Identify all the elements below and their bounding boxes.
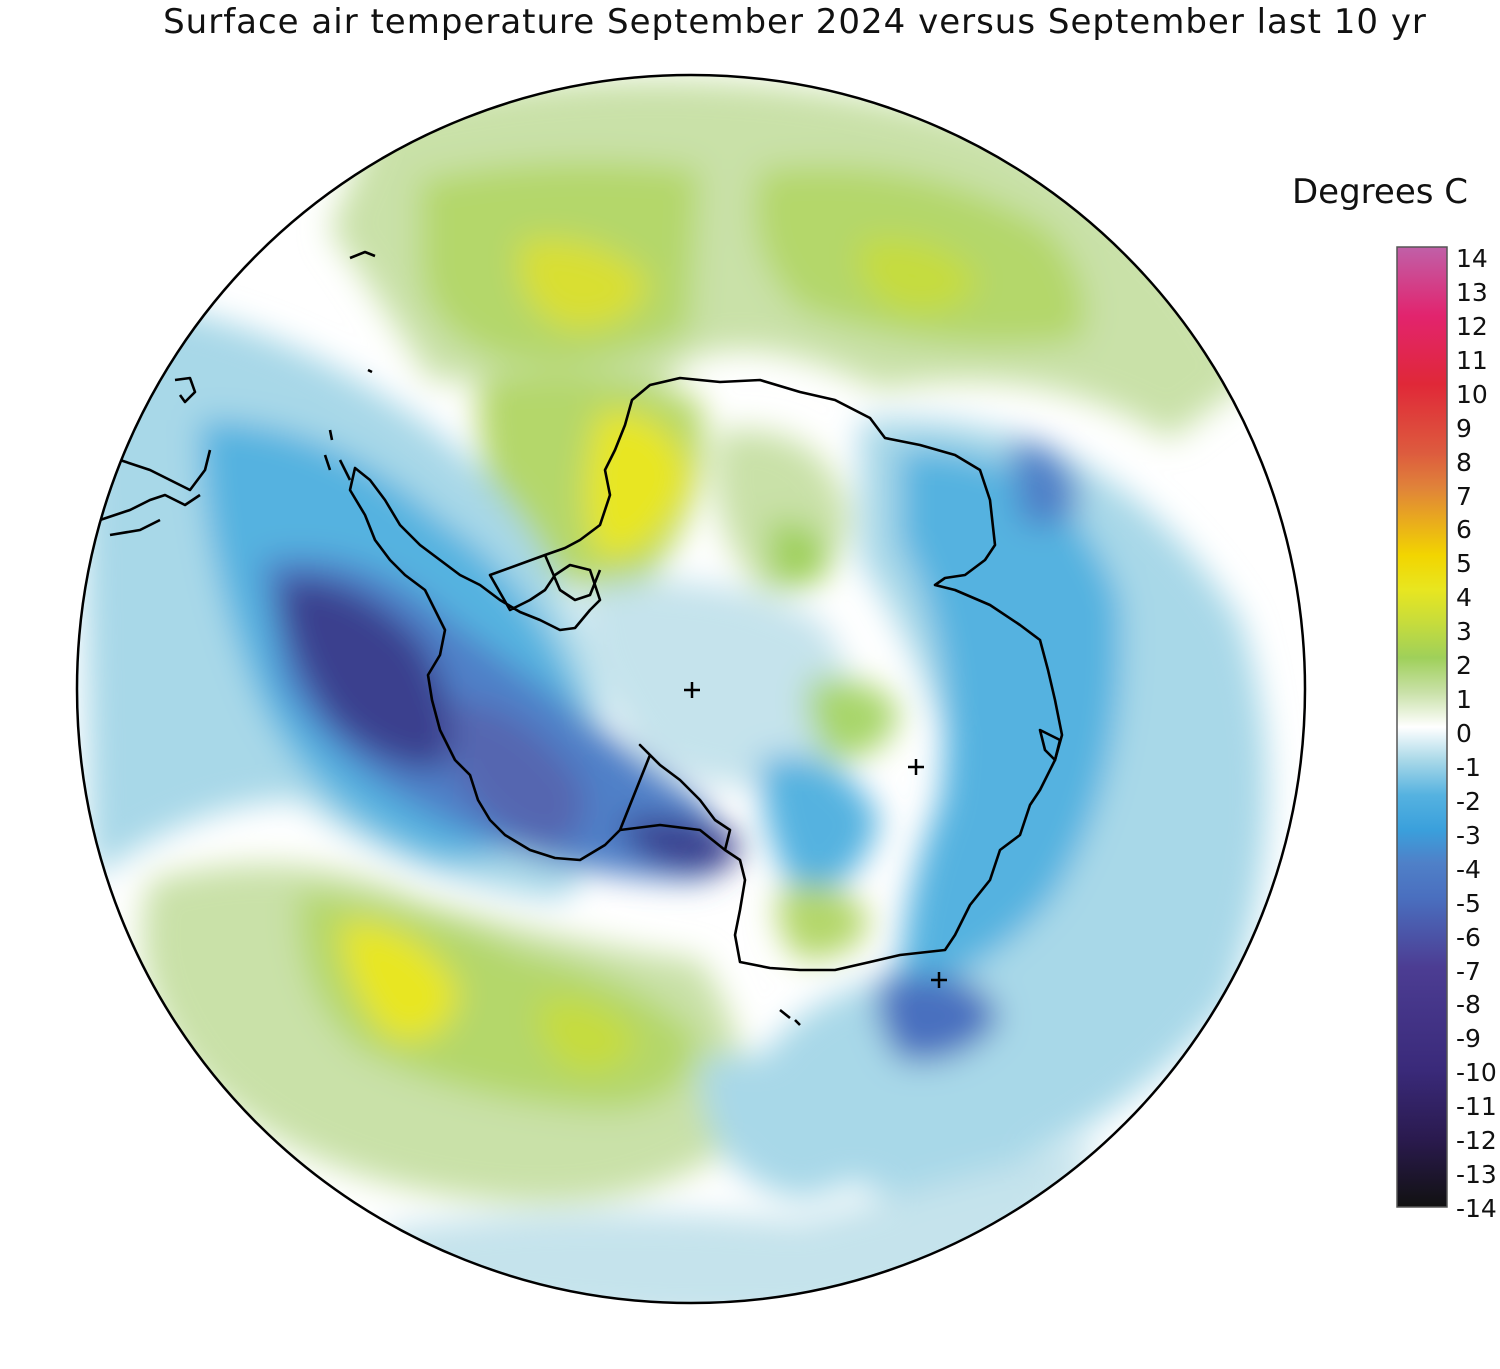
- colorbar-tick-label: 2: [1456, 651, 1472, 681]
- colorbar-tick-label: -9: [1456, 1024, 1481, 1054]
- colorbar-tick-label: -4: [1456, 854, 1481, 884]
- pole-marker: [684, 682, 700, 698]
- anomaly-region: [518, 238, 650, 330]
- colorbar-tick-label: 8: [1456, 447, 1472, 477]
- colorbar-tick-label: -8: [1456, 990, 1481, 1020]
- colorbar-tick-label: 4: [1456, 583, 1472, 613]
- anomaly-region: [340, 920, 460, 1042]
- map-boundary: [75, 73, 1307, 1305]
- colorbar-tick-label: -6: [1456, 922, 1481, 952]
- anomaly-region: [585, 410, 690, 560]
- anomaly-region: [1010, 440, 1080, 527]
- colorbar-tick-label: 5: [1456, 549, 1472, 579]
- colorbar-tick-label: -13: [1456, 1160, 1497, 1190]
- colorbar-tick-label: 14: [1456, 244, 1488, 273]
- anomaly-region: [900, 449, 1122, 991]
- colorbar-tick-label: 9: [1456, 413, 1472, 443]
- anomaly-region: [858, 238, 980, 312]
- anomaly-region: [700, 1055, 900, 1200]
- colorbar-tick-label: 12: [1456, 311, 1488, 341]
- weddell-sea-shelf: [543, 554, 602, 602]
- colorbar-tick-label: -3: [1456, 820, 1481, 850]
- anomaly-region: [807, 678, 900, 760]
- colorbar-tick-label: -1: [1456, 752, 1481, 782]
- colorbar-tick-label: 1: [1456, 685, 1472, 715]
- colorbar-tick-label: -2: [1456, 786, 1481, 816]
- anomaly-region: [770, 520, 830, 588]
- colorbar-tick-label: -7: [1456, 956, 1481, 986]
- map-title: Surface air temperature September 2024 v…: [163, 2, 1427, 42]
- colorbar-tick-label: -5: [1456, 888, 1481, 918]
- colorbar-tick-label: 11: [1456, 345, 1488, 375]
- colorbar-ramp: [1396, 246, 1448, 1208]
- coastline: [99, 250, 1064, 1026]
- anomaly-region: [580, 580, 850, 787]
- colorbar-tick-label: 3: [1456, 617, 1472, 647]
- ross-ice-shelf-edge: [619, 823, 726, 852]
- colorbar-tick-label: 13: [1456, 277, 1488, 307]
- anomaly-region: [760, 756, 880, 900]
- colorbar-tick-label: -14: [1456, 1194, 1497, 1223]
- anomaly-region: [538, 998, 640, 1072]
- anomaly-region: [777, 884, 870, 960]
- colorbar-tick-label: -10: [1456, 1058, 1497, 1088]
- grid-cross: [908, 759, 924, 775]
- legend-units-label: Degrees C: [1292, 172, 1469, 212]
- colorbar-tick-label: 10: [1456, 379, 1488, 409]
- grid-crosses: [684, 682, 947, 988]
- colorbar-tick-label: 0: [1456, 719, 1472, 748]
- anomaly-region: [450, 700, 585, 850]
- colorbar-tick-label: 7: [1456, 481, 1472, 511]
- anomaly-field: [77, 75, 1305, 1303]
- peninsula-islands: [323, 429, 352, 481]
- east-coast-islands: [779, 728, 1062, 1026]
- south-america-coastline: [99, 250, 376, 537]
- anomaly-region: [620, 817, 740, 872]
- colorbar-tick-label: -12: [1456, 1126, 1497, 1156]
- anomaly-region: [877, 975, 1000, 1062]
- grid-cross: [931, 972, 947, 988]
- colorbar-tick-label: -11: [1456, 1092, 1497, 1122]
- colorbar-tick-label: 6: [1456, 515, 1472, 545]
- anomaly-region: [280, 578, 452, 770]
